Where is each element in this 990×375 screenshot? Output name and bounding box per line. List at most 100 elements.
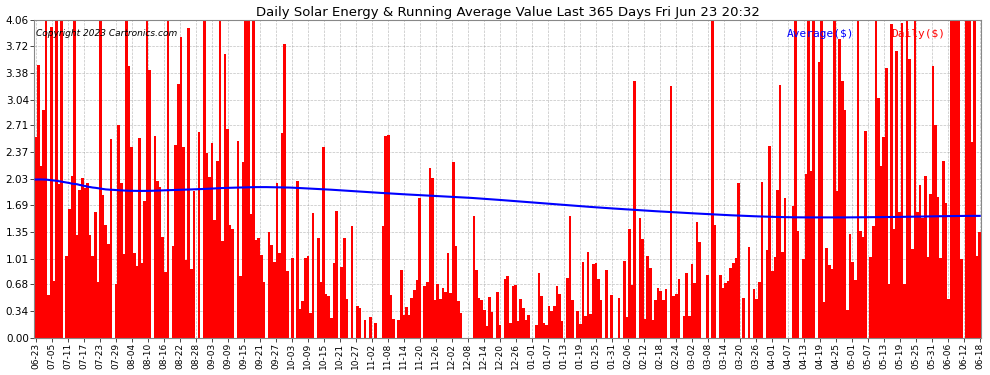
- Bar: [488, 297, 491, 338]
- Bar: [888, 284, 890, 338]
- Bar: [901, 23, 903, 338]
- Bar: [83, 188, 86, 338]
- Bar: [356, 306, 358, 338]
- Bar: [541, 296, 543, 338]
- Bar: [823, 302, 826, 338]
- Bar: [270, 244, 273, 338]
- Bar: [781, 252, 784, 338]
- Bar: [512, 286, 514, 338]
- Bar: [742, 298, 745, 338]
- Bar: [45, 20, 48, 338]
- Bar: [48, 295, 50, 338]
- Bar: [738, 183, 740, 338]
- Bar: [592, 264, 595, 338]
- Bar: [600, 300, 602, 338]
- Bar: [193, 191, 195, 338]
- Bar: [937, 197, 940, 338]
- Bar: [916, 211, 919, 338]
- Bar: [522, 309, 525, 338]
- Bar: [446, 253, 449, 338]
- Bar: [60, 21, 63, 338]
- Bar: [890, 24, 893, 338]
- Bar: [278, 252, 281, 338]
- Text: Daily($): Daily($): [891, 29, 945, 39]
- Bar: [675, 294, 677, 338]
- Bar: [457, 301, 459, 338]
- Bar: [760, 182, 763, 338]
- Text: Copyright 2023 Cartronics.com: Copyright 2023 Cartronics.com: [37, 29, 177, 38]
- Bar: [848, 234, 851, 338]
- Bar: [429, 168, 432, 338]
- Bar: [384, 135, 387, 338]
- Bar: [70, 176, 73, 338]
- Bar: [696, 222, 698, 338]
- Bar: [275, 183, 278, 338]
- Bar: [249, 214, 252, 338]
- Bar: [955, 20, 957, 338]
- Bar: [911, 249, 914, 338]
- Bar: [631, 285, 634, 338]
- Bar: [304, 258, 307, 338]
- Bar: [179, 37, 182, 338]
- Bar: [172, 246, 174, 338]
- Bar: [851, 262, 854, 338]
- Bar: [312, 213, 315, 338]
- Bar: [792, 206, 794, 338]
- Bar: [779, 85, 781, 338]
- Bar: [784, 198, 786, 338]
- Bar: [626, 317, 629, 338]
- Bar: [483, 309, 486, 338]
- Bar: [449, 293, 451, 338]
- Bar: [581, 262, 584, 338]
- Bar: [99, 20, 102, 338]
- Bar: [343, 238, 346, 338]
- Bar: [725, 284, 727, 338]
- Bar: [416, 280, 418, 338]
- Bar: [198, 132, 200, 338]
- Title: Daily Solar Energy & Running Average Value Last 365 Days Fri Jun 23 20:32: Daily Solar Energy & Running Average Val…: [255, 6, 759, 18]
- Bar: [390, 295, 392, 338]
- Bar: [841, 81, 843, 338]
- Bar: [120, 183, 123, 338]
- Bar: [527, 315, 530, 338]
- Bar: [400, 270, 403, 338]
- Bar: [895, 51, 898, 338]
- Bar: [514, 285, 517, 338]
- Bar: [547, 306, 550, 338]
- Bar: [752, 288, 755, 338]
- Bar: [397, 320, 400, 338]
- Bar: [805, 174, 807, 338]
- Bar: [158, 188, 161, 338]
- Bar: [499, 325, 501, 338]
- Bar: [882, 137, 885, 338]
- Bar: [839, 39, 841, 338]
- Bar: [37, 65, 40, 338]
- Bar: [634, 81, 636, 338]
- Bar: [141, 263, 144, 338]
- Bar: [935, 126, 937, 338]
- Bar: [76, 235, 78, 338]
- Bar: [538, 273, 541, 338]
- Bar: [136, 266, 138, 338]
- Bar: [128, 66, 131, 338]
- Bar: [153, 135, 156, 338]
- Bar: [706, 275, 709, 338]
- Bar: [642, 239, 644, 338]
- Bar: [185, 260, 187, 338]
- Bar: [328, 296, 330, 338]
- Bar: [872, 226, 874, 338]
- Bar: [123, 254, 125, 338]
- Bar: [568, 216, 571, 338]
- Bar: [57, 184, 60, 338]
- Bar: [727, 281, 730, 338]
- Bar: [693, 283, 696, 338]
- Bar: [525, 320, 527, 338]
- Bar: [107, 244, 110, 338]
- Bar: [947, 299, 949, 338]
- Bar: [480, 300, 483, 338]
- Bar: [35, 137, 37, 338]
- Bar: [880, 166, 882, 338]
- Bar: [405, 306, 408, 338]
- Bar: [978, 232, 981, 338]
- Bar: [426, 282, 429, 338]
